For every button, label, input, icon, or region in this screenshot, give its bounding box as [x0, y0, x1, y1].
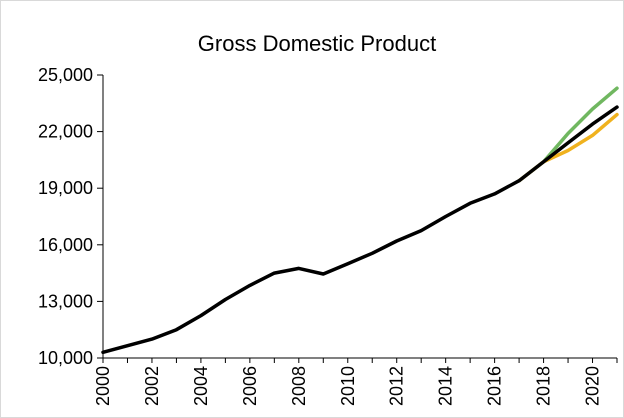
y-tick-label: 19,000 — [38, 178, 93, 198]
x-tick-label: 2010 — [338, 366, 358, 406]
x-tick-label: 2008 — [289, 366, 309, 406]
y-tick-labels: 10,000 13,000 16,000 19,000 22,000 25,000 — [38, 65, 93, 368]
y-tick-label: 25,000 — [38, 65, 93, 85]
chart-title: Gross Domestic Product — [198, 31, 436, 56]
y-tick-label: 22,000 — [38, 122, 93, 142]
y-tick-label: 10,000 — [38, 348, 93, 368]
x-tick-label: 2012 — [387, 366, 407, 406]
x-tick-label: 2006 — [240, 366, 260, 406]
y-tick-label: 16,000 — [38, 235, 93, 255]
x-tick-label: 2016 — [485, 366, 505, 406]
y-tick-label: 13,000 — [38, 291, 93, 311]
x-tick-label: 2004 — [191, 366, 211, 406]
series-line-1 — [517, 86, 619, 183]
x-tick-label: 2002 — [142, 366, 162, 406]
x-tick-labels: 2000 2002 2004 2006 2008 2010 2012 2014 2016 2018… — [93, 366, 603, 406]
axes — [97, 74, 618, 363]
series-line-3 — [101, 105, 619, 355]
x-tick-label: 2020 — [583, 366, 603, 406]
x-tick-label: 2014 — [436, 366, 456, 406]
series-group — [101, 86, 619, 355]
x-tick-label: 2018 — [534, 366, 554, 406]
x-tick-label: 2000 — [93, 366, 113, 406]
